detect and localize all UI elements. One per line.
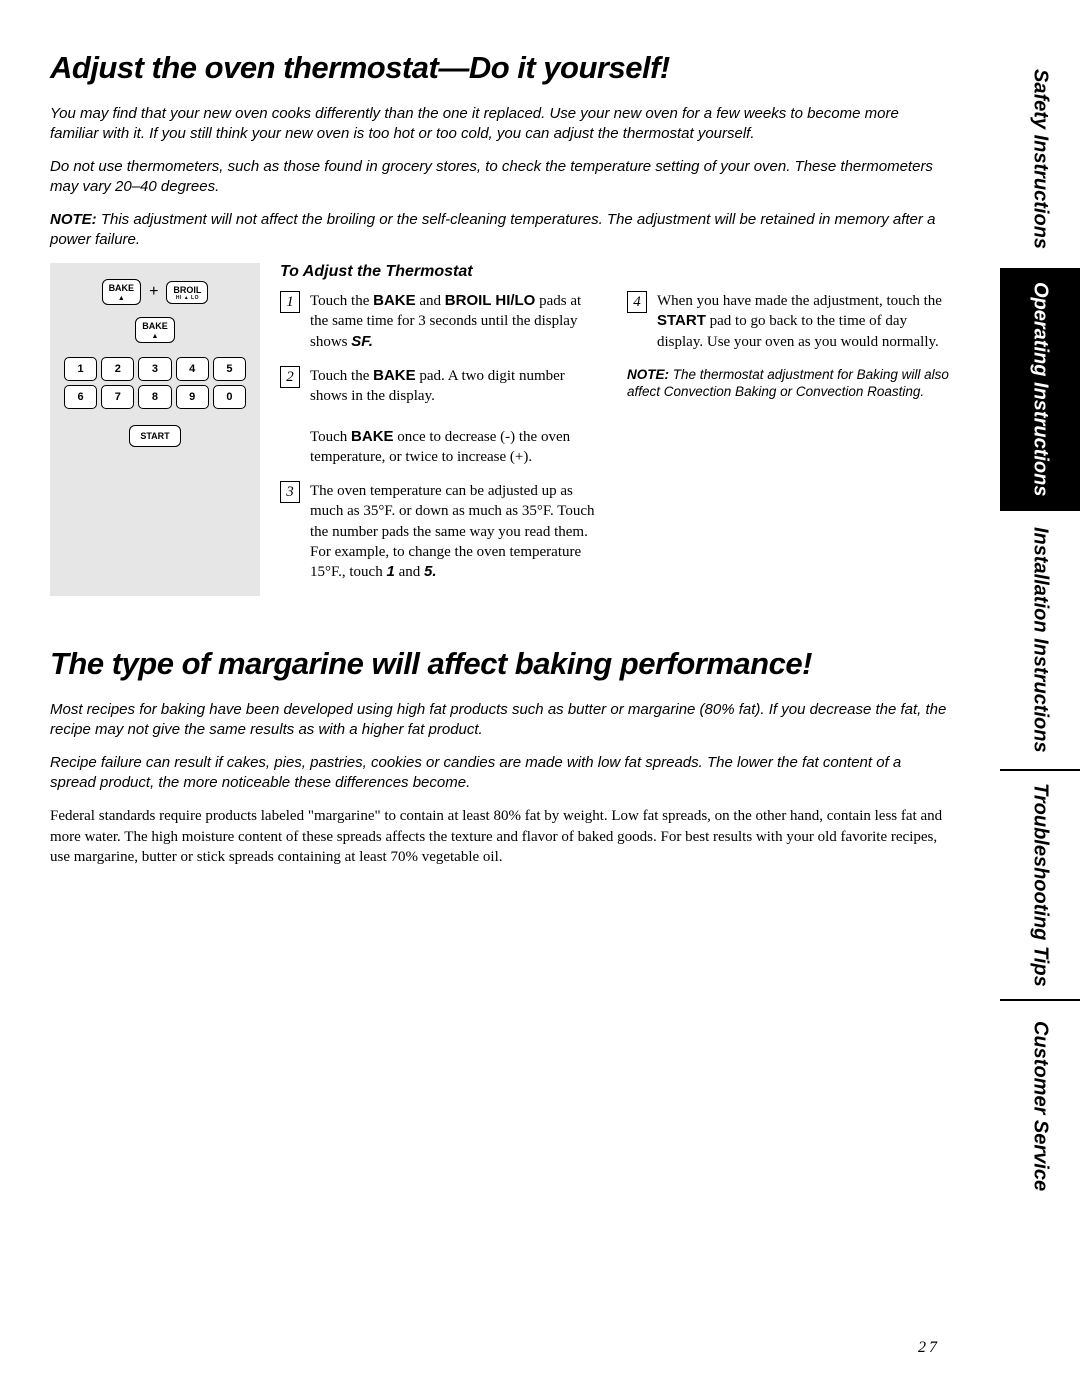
step-text: Touch the BAKE pad. A two digit number s… <box>310 366 603 467</box>
side-tab-safety-instructions[interactable]: Safety Instructions <box>1000 50 1080 268</box>
steps-right-container: 4 When you have made the adjustment, touc… <box>627 291 950 352</box>
num-button-3: 3 <box>138 357 171 381</box>
keypad-top-row: BAKE ▲ + BROIL HI ▲ LO <box>64 279 246 305</box>
broil-button: BROIL HI ▲ LO <box>166 281 208 304</box>
num-button-1: 1 <box>64 357 97 381</box>
keypad-bake2-row: BAKE ▲ <box>64 317 246 343</box>
side-tabs: Safety InstructionsOperating Instruction… <box>1000 50 1080 1210</box>
keypad-illustration: BAKE ▲ + BROIL HI ▲ LO BAKE ▲ 12345 67890… <box>50 263 260 596</box>
section2-body: Federal standards require products label… <box>50 806 950 867</box>
thermostat-subhead: To Adjust the Thermostat <box>280 263 603 281</box>
bake2-button: BAKE ▲ <box>135 317 175 343</box>
num-button-0: 0 <box>213 385 246 409</box>
up-triangle-icon: ▲ <box>142 333 168 340</box>
num-button-2: 2 <box>101 357 134 381</box>
num-button-9: 9 <box>176 385 209 409</box>
steps-left-container: 1 Touch the BAKE and BROIL HI/LO pads at … <box>280 291 603 582</box>
step-number: 1 <box>280 291 300 313</box>
keypad-number-grid: 12345 67890 <box>64 357 246 409</box>
section1-note: NOTE: This adjustment will not affect th… <box>50 210 950 249</box>
num-button-6: 6 <box>64 385 97 409</box>
num-button-8: 8 <box>138 385 171 409</box>
step-text: The oven temperature can be adjusted up … <box>310 481 603 582</box>
keypad-start-row: START <box>64 425 246 447</box>
section2-title: The type of margarine will affect baking… <box>50 646 950 682</box>
section1-title: Adjust the oven thermostat—Do it yoursel… <box>50 50 950 86</box>
steps-col-right: 4 When you have made the adjustment, touc… <box>627 263 950 596</box>
note-label: NOTE: <box>50 211 97 228</box>
steps-columns: To Adjust the Thermostat 1 Touch the BAKE… <box>280 263 950 596</box>
num-button-7: 7 <box>101 385 134 409</box>
side-tab-troubleshooting-tips[interactable]: Troubleshooting Tips <box>1000 769 1080 999</box>
step-text: When you have made the adjustment, touch… <box>657 291 950 352</box>
step-1: 1 Touch the BAKE and BROIL HI/LO pads at … <box>280 291 603 352</box>
note-text: This adjustment will not affect the broi… <box>50 211 935 248</box>
up-triangle-icon: ▲ <box>109 295 135 302</box>
section2: The type of margarine will affect baking… <box>50 646 950 867</box>
page-number: 27 <box>918 1339 940 1357</box>
section1-intro2: Do not use thermometers, such as those f… <box>50 157 950 196</box>
side-tab-installation-instructions[interactable]: Installation Instructions <box>1000 509 1080 769</box>
num-button-5: 5 <box>213 357 246 381</box>
section2-intro1: Most recipes for baking have been develo… <box>50 700 950 739</box>
step-2: 2 Touch the BAKE pad. A two digit number … <box>280 366 603 467</box>
spacer <box>627 263 950 291</box>
step-3: 3 The oven temperature can be adjusted up… <box>280 481 603 582</box>
step-4: 4 When you have made the adjustment, touc… <box>627 291 950 352</box>
note2-label: NOTE: <box>627 367 669 382</box>
thermostat-note2: NOTE: The thermostat adjustment for Baki… <box>627 366 950 401</box>
thermostat-row: BAKE ▲ + BROIL HI ▲ LO BAKE ▲ 1234567890… <box>50 263 950 596</box>
note2-text: The thermostat adjustment for Baking wil… <box>627 367 949 400</box>
section2-intro2: Recipe failure can result if cakes, pies… <box>50 753 950 792</box>
hilo-label: HI ▲ LO <box>173 296 201 301</box>
num-button-4: 4 <box>176 357 209 381</box>
start-button: START <box>129 425 180 447</box>
step-number: 3 <box>280 481 300 503</box>
side-tab-customer-service[interactable]: Customer Service <box>1000 999 1080 1210</box>
side-tab-operating-instructions[interactable]: Operating Instructions <box>1000 268 1080 508</box>
section1-intro1: You may find that your new oven cooks di… <box>50 104 950 143</box>
steps-col-left: To Adjust the Thermostat 1 Touch the BAKE… <box>280 263 603 596</box>
broil-label: BROIL <box>173 285 201 295</box>
step-number: 4 <box>627 291 647 313</box>
bake-button: BAKE ▲ <box>102 279 142 305</box>
bake-label: BAKE <box>109 283 135 293</box>
plus-icon: + <box>149 283 158 301</box>
step-text: Touch the BAKE and BROIL HI/LO pads at t… <box>310 291 603 352</box>
bake2-label: BAKE <box>142 321 168 331</box>
page-content: Adjust the oven thermostat—Do it yoursel… <box>50 50 950 881</box>
step-number: 2 <box>280 366 300 388</box>
